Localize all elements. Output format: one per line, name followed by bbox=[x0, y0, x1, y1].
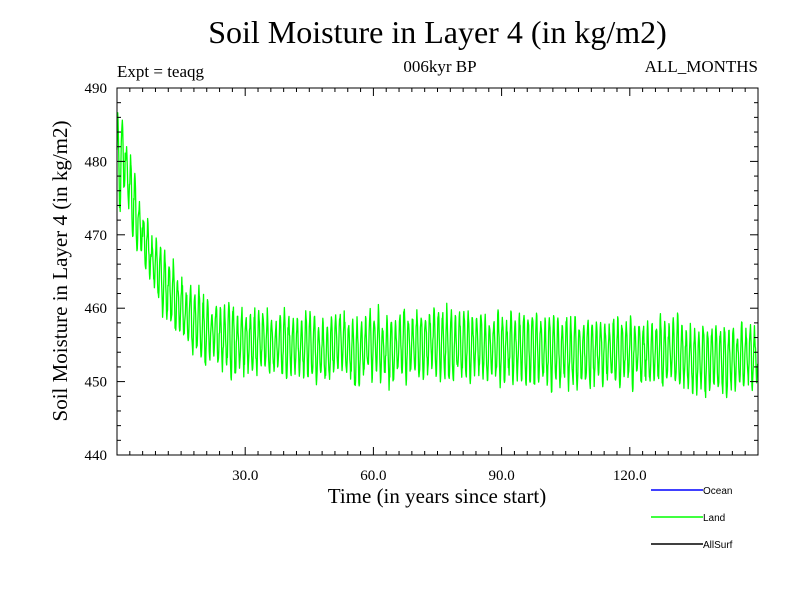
x-tick-label: 120.0 bbox=[613, 468, 647, 484]
x-tick-label: 90.0 bbox=[488, 468, 514, 484]
legend: Ocean Land AllSurf bbox=[651, 486, 733, 551]
plot-series-group bbox=[116, 112, 759, 399]
period-label: ALL_MONTHS bbox=[644, 57, 758, 76]
plot-frame bbox=[116, 87, 759, 456]
tick-group: 30.0 60.0 90.0 120.0 440 450 460 470 480 490 bbox=[85, 81, 758, 484]
legend-label: AllSurf bbox=[703, 540, 733, 551]
legend-label: Ocean bbox=[703, 486, 732, 497]
x-tick-label: 60.0 bbox=[360, 468, 386, 484]
legend-label: Land bbox=[703, 513, 725, 524]
y-tick-label: 450 bbox=[85, 375, 108, 391]
x-tick-label: 30.0 bbox=[232, 468, 258, 484]
series-line-land bbox=[116, 112, 759, 399]
y-tick-label: 470 bbox=[85, 228, 108, 244]
y-tick-label: 460 bbox=[85, 301, 108, 317]
y-tick-label: 490 bbox=[85, 81, 108, 97]
y-tick-label: 480 bbox=[85, 154, 108, 170]
x-axis-label: Time (in years since start) bbox=[328, 484, 547, 508]
experiment-label: Expt = teaqg bbox=[117, 62, 205, 81]
y-axis-label: Soil Moisture in Layer 4 (in kg/m2) bbox=[48, 121, 72, 422]
y-tick-label: 440 bbox=[85, 448, 108, 464]
chart-subtitle: 006kyr BP bbox=[403, 57, 477, 76]
chart-title: Soil Moisture in Layer 4 (in kg/m2) bbox=[208, 14, 667, 50]
